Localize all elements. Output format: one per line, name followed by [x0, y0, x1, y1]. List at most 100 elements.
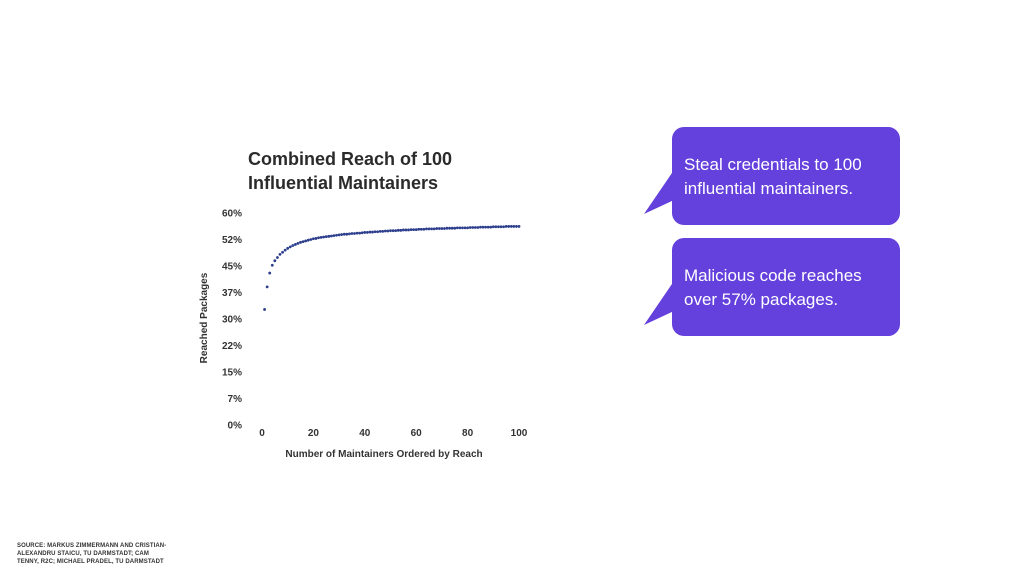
data-point [373, 230, 377, 234]
callout-tail-1 [644, 170, 674, 214]
data-point [430, 227, 434, 231]
data-point [368, 230, 372, 234]
data-point [425, 227, 428, 231]
data-point [432, 227, 436, 231]
data-point [504, 225, 508, 228]
data-point [440, 227, 444, 230]
data-point [365, 231, 369, 234]
data-point [463, 226, 467, 230]
reach-chart: Combined Reach of 100 Influential Mainta… [199, 149, 528, 460]
data-point [355, 231, 359, 235]
data-point [486, 225, 490, 229]
y-tick-label: 45% [222, 262, 242, 273]
data-point [412, 228, 416, 232]
data-point [473, 226, 477, 229]
x-tick-label: 100 [511, 428, 528, 439]
data-point [353, 232, 356, 235]
chart-title-line-1: Combined Reach of 100 [248, 149, 452, 169]
data-point [345, 232, 349, 236]
data-point [437, 227, 441, 230]
data-point [324, 235, 328, 239]
data-point [314, 237, 318, 240]
data-point [414, 228, 418, 232]
y-tick-label: 0% [228, 421, 243, 432]
data-point [458, 226, 462, 230]
data-point [317, 236, 320, 240]
y-tick-label: 37% [222, 288, 242, 299]
data-point [340, 233, 344, 236]
x-axis-label: Number of Maintainers Ordered by Reach [285, 449, 482, 460]
data-point [360, 231, 364, 235]
data-series [263, 225, 521, 311]
x-tick-label: 80 [462, 428, 474, 439]
data-point [435, 227, 439, 230]
data-point [453, 226, 457, 230]
data-point [484, 225, 487, 229]
data-point [507, 225, 511, 228]
data-point [322, 235, 326, 239]
data-point [347, 232, 351, 236]
x-tick-label: 0 [259, 428, 265, 439]
y-tick-label: 30% [222, 315, 242, 326]
data-point [329, 234, 333, 238]
data-point [283, 248, 287, 252]
data-point [517, 225, 521, 228]
data-point [396, 228, 400, 232]
data-point [491, 225, 495, 229]
data-point [319, 235, 323, 239]
data-point [268, 271, 272, 275]
callout-text: Steal credentials to 100 influential mai… [684, 155, 862, 198]
data-point [427, 227, 431, 231]
data-point [497, 225, 500, 229]
data-point [391, 229, 395, 233]
data-point [448, 226, 452, 230]
data-point [291, 244, 295, 247]
data-point [263, 308, 266, 311]
data-point [309, 238, 313, 241]
x-tick-label: 40 [359, 428, 371, 439]
data-point [494, 225, 498, 229]
data-point [376, 230, 380, 234]
data-point [299, 240, 302, 244]
data-point [450, 226, 454, 230]
y-axis-label: Reached Packages [199, 272, 210, 363]
y-tick-label: 15% [222, 368, 242, 379]
data-point [502, 225, 505, 229]
data-point [363, 231, 367, 234]
data-point [335, 233, 338, 237]
y-tick-label: 22% [222, 341, 242, 352]
data-point [350, 232, 354, 235]
data-point [386, 229, 390, 233]
data-point [466, 226, 469, 230]
data-point [479, 225, 482, 229]
data-point [515, 225, 518, 228]
y-axis: 0% 7% 15% 22% 30% 37% 45% 52% 60% [222, 209, 242, 432]
data-point [270, 263, 274, 267]
data-point [265, 285, 269, 289]
data-point [455, 226, 459, 230]
x-tick-label: 60 [411, 428, 423, 439]
callout-text: Malicious code reaches over 57% packages… [684, 266, 862, 309]
data-point [278, 252, 282, 256]
data-point [301, 240, 305, 244]
callout-malicious-code: Malicious code reaches over 57% packages… [672, 238, 900, 336]
data-point [288, 245, 292, 249]
data-point [476, 226, 480, 229]
data-point [404, 228, 408, 232]
data-point [332, 234, 336, 238]
x-axis: 0 20 40 60 80 100 [259, 428, 528, 439]
data-point [471, 226, 475, 229]
y-tick-label: 60% [222, 209, 242, 220]
data-point [417, 227, 421, 231]
data-point [296, 241, 300, 245]
data-point [358, 231, 362, 235]
data-point [489, 225, 493, 229]
data-point [381, 229, 385, 233]
data-point [286, 246, 290, 250]
callout-tail-2 [644, 281, 674, 325]
data-point [399, 228, 403, 232]
data-point [445, 226, 449, 230]
callout-credentials: Steal credentials to 100 influential mai… [672, 127, 900, 225]
data-point [512, 225, 516, 228]
data-point [407, 228, 410, 232]
